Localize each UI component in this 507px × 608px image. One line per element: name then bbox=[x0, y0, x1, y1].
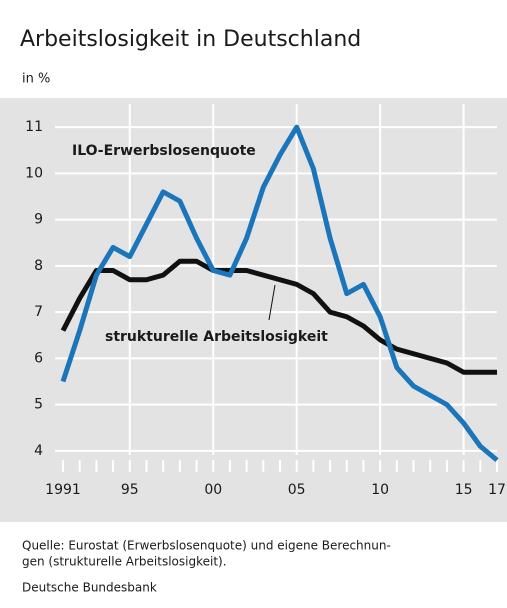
y-tick-label: 5 bbox=[34, 397, 43, 413]
y-tick-label: 8 bbox=[34, 258, 43, 274]
subtitle: in % bbox=[22, 72, 50, 87]
x-tick-label: 05 bbox=[288, 482, 306, 498]
leader-line bbox=[268, 284, 276, 321]
chart-title: Arbeitslosigkeit in Deutschland bbox=[20, 27, 361, 52]
y-tick-label: 9 bbox=[34, 212, 43, 228]
x-tick-label: 00 bbox=[204, 482, 222, 498]
x-tick-label: 1991 bbox=[45, 482, 81, 498]
series-line bbox=[60, 258, 497, 375]
y-tick-label: 10 bbox=[25, 165, 43, 181]
x-tick-label: 17 bbox=[488, 482, 506, 498]
x-tick-label: 10 bbox=[371, 482, 389, 498]
x-tick-label: 15 bbox=[455, 482, 473, 498]
series-line bbox=[60, 124, 499, 463]
source: Quelle: Eurostat (Erwerbslosenquote) und… bbox=[22, 539, 391, 553]
source: gen (strukturelle Arbeitslosigkeit). bbox=[22, 555, 227, 569]
series-label: ILO-Erwerbslosenquote bbox=[72, 143, 256, 159]
y-tick-label: 11 bbox=[25, 119, 43, 135]
publisher: Deutsche Bundesbank bbox=[22, 581, 157, 595]
y-tick-label: 4 bbox=[34, 443, 43, 459]
series-label: strukturelle Arbeitslosigkeit bbox=[105, 329, 328, 345]
y-tick-label: 6 bbox=[34, 350, 43, 366]
x-tick-label: 95 bbox=[121, 482, 139, 498]
y-tick-label: 7 bbox=[34, 304, 43, 320]
